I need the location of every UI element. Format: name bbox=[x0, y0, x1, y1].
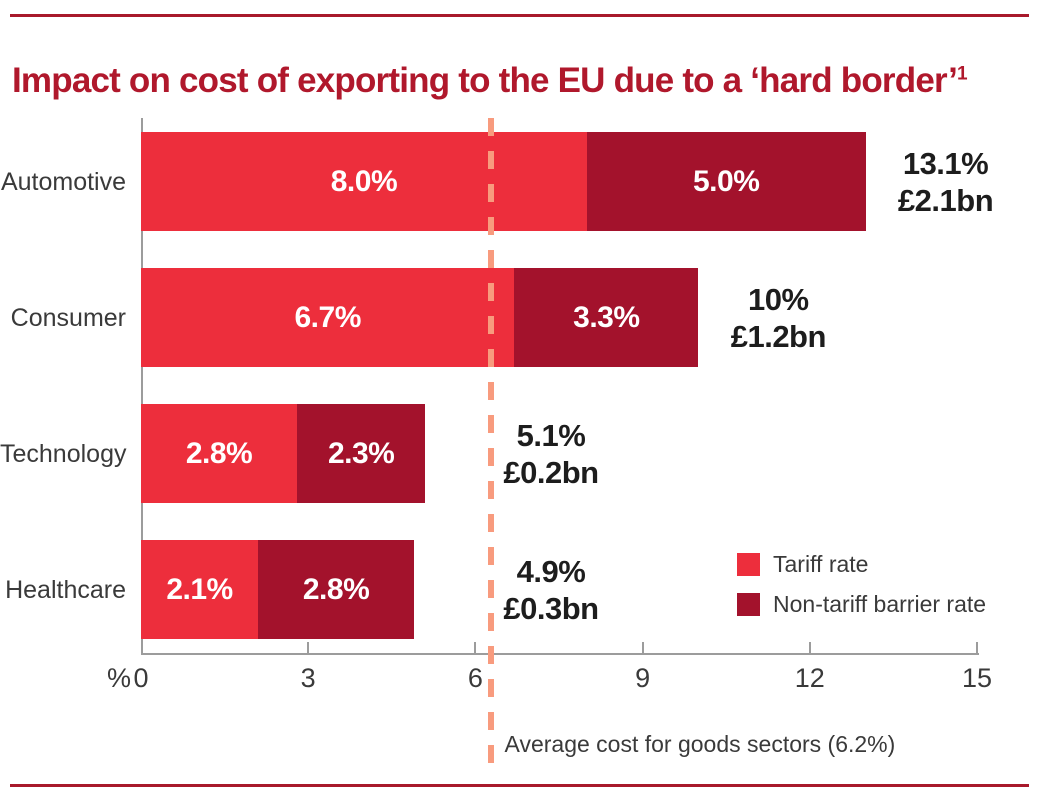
bar-segment-label: 3.3% bbox=[573, 300, 640, 334]
total-percent: 5.1% bbox=[516, 417, 586, 453]
legend-entry-tariff: Tariff rate bbox=[737, 551, 986, 578]
x-axis-tick-label: 3 bbox=[300, 663, 316, 693]
x-axis-tick-label: 12 bbox=[794, 663, 825, 693]
tariff-rate-swatch bbox=[737, 553, 760, 576]
legend-entry-non-tariff: Non-tariff barrier rate bbox=[737, 591, 986, 618]
bar-segment-label: 2.8% bbox=[185, 436, 253, 470]
bar-segment-label: 2.3% bbox=[327, 436, 395, 470]
total-value: £0.2bn bbox=[503, 454, 599, 490]
average-reference-label: Average cost for goods sectors (6.2%) bbox=[504, 731, 896, 757]
total-percent: 10% bbox=[748, 281, 809, 317]
bar-segment-label: 2.1% bbox=[166, 572, 233, 606]
x-axis-tick bbox=[307, 642, 310, 653]
x-axis-tick-label: 15 bbox=[961, 663, 993, 693]
total-percent: 4.9% bbox=[516, 553, 586, 589]
x-axis-tick bbox=[976, 642, 978, 653]
chart-title: Impact on cost of exporting to the EU du… bbox=[12, 61, 968, 101]
x-axis-tick-label: 0 bbox=[133, 663, 149, 693]
non-tariff-rate-swatch bbox=[737, 593, 760, 616]
total-value: £2.1bn bbox=[897, 182, 994, 218]
top-rule bbox=[10, 14, 1029, 17]
category-label: Healthcare bbox=[5, 575, 126, 604]
total-label: 13.1% £2.1bn bbox=[890, 145, 1002, 219]
legend-label: Tariff rate bbox=[773, 551, 869, 577]
total-label: 4.9% £0.3bn bbox=[495, 553, 607, 627]
bar-segment-tariff: 2.8% bbox=[141, 404, 298, 503]
bar-segment-label: 8.0% bbox=[330, 164, 398, 198]
chart-title-footnote-marker: 1 bbox=[957, 63, 968, 85]
bar-segment-non-tariff: 3.3% bbox=[514, 268, 699, 367]
x-axis-tick bbox=[808, 642, 811, 653]
bar-segment-label: 2.8% bbox=[302, 572, 370, 606]
bar-segment-tariff: 8.0% bbox=[141, 132, 587, 231]
category-label: Technology bbox=[0, 439, 127, 468]
bar-segment-non-tariff: 2.3% bbox=[297, 404, 426, 503]
bar-segment-non-tariff: 5.0% bbox=[586, 132, 866, 231]
bottom-rule bbox=[10, 784, 1029, 787]
total-label: 10% £1.2bn bbox=[722, 281, 834, 355]
category-label: Automotive bbox=[0, 167, 126, 196]
x-axis-tick bbox=[474, 642, 477, 653]
chart-title-text: Impact on cost of exporting to the EU du… bbox=[12, 61, 958, 101]
x-axis-unit-label: % bbox=[106, 663, 131, 693]
x-axis-tick-label: 6 bbox=[467, 663, 483, 693]
x-axis-tick-label: 9 bbox=[635, 663, 651, 693]
bar-segment-non-tariff: 2.8% bbox=[258, 540, 415, 639]
legend: Tariff rate Non-tariff barrier rate bbox=[737, 551, 986, 631]
x-axis-tick bbox=[641, 642, 644, 653]
bar-segment-label: 6.7% bbox=[294, 300, 362, 334]
bar-segment-tariff: 6.7% bbox=[141, 268, 515, 367]
total-value: £1.2bn bbox=[730, 318, 827, 354]
bar-segment-label: 5.0% bbox=[692, 164, 760, 198]
y-axis-line bbox=[141, 118, 143, 653]
legend-label: Non-tariff barrier rate bbox=[773, 591, 987, 617]
total-percent: 13.1% bbox=[902, 145, 989, 181]
x-axis-line bbox=[141, 653, 979, 655]
average-reference-line bbox=[487, 118, 494, 763]
total-value: £0.3bn bbox=[503, 590, 599, 626]
bar-segment-tariff: 2.1% bbox=[141, 540, 259, 639]
category-label: Consumer bbox=[10, 303, 126, 332]
total-label: 5.1% £0.2bn bbox=[495, 417, 607, 491]
